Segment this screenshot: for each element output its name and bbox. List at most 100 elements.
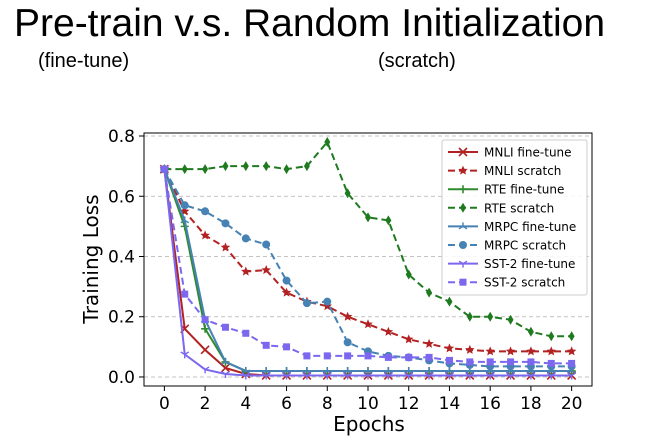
data-point xyxy=(505,346,516,356)
data-point xyxy=(241,266,251,276)
legend-label: MRPC scratch xyxy=(484,239,566,253)
data-point xyxy=(343,338,352,347)
y-tick-label: 0.0 xyxy=(108,368,135,388)
series-line xyxy=(164,140,572,338)
legend-label: RTE fine-tune xyxy=(484,183,564,197)
y-axis-label: Training Loss xyxy=(79,194,103,324)
x-tick-label: 14 xyxy=(439,394,461,414)
x-tick-label: 2 xyxy=(200,394,211,414)
x-tick-label: 6 xyxy=(281,394,292,414)
x-tick-label: 16 xyxy=(479,394,501,414)
data-point xyxy=(324,137,331,148)
data-point xyxy=(405,353,413,361)
series-sst-2-scratch xyxy=(160,165,576,367)
data-point xyxy=(221,219,230,228)
data-point xyxy=(444,343,455,353)
data-point xyxy=(459,278,467,286)
data-point xyxy=(459,185,467,194)
data-point xyxy=(200,366,210,374)
data-point xyxy=(221,323,229,331)
data-point xyxy=(486,358,494,366)
data-point xyxy=(241,234,250,243)
data-point xyxy=(424,372,434,380)
legend-item: RTE scratch xyxy=(448,201,554,215)
data-point xyxy=(200,345,210,355)
data-point xyxy=(281,287,292,297)
legend-label: MNLI scratch xyxy=(484,164,561,178)
data-point xyxy=(302,372,312,380)
data-point xyxy=(242,329,250,337)
y-tick-label: 0.8 xyxy=(108,127,135,147)
data-point xyxy=(507,358,515,366)
legend-item: MRPC fine-tune xyxy=(448,220,576,234)
slide-title: Pre-train v.s. Random Initialization xyxy=(14,2,606,45)
data-point xyxy=(201,316,209,324)
data-point xyxy=(342,311,353,321)
data-point xyxy=(261,372,271,380)
data-point xyxy=(460,202,466,213)
data-point xyxy=(548,331,555,342)
axes xyxy=(139,132,593,391)
data-point xyxy=(458,260,468,268)
data-point xyxy=(403,334,414,344)
data-point xyxy=(363,372,373,380)
legend-item: MNLI scratch xyxy=(448,164,561,178)
y-tick-label: 0.2 xyxy=(108,308,135,328)
data-point xyxy=(458,165,468,175)
legend-label: MNLI fine-tune xyxy=(484,146,572,160)
data-point xyxy=(526,346,536,356)
data-point xyxy=(323,352,331,360)
plot-frame xyxy=(143,132,593,387)
data-point xyxy=(242,161,249,172)
data-point xyxy=(202,164,209,175)
data-point xyxy=(220,363,231,373)
data-point xyxy=(180,201,189,210)
data-point xyxy=(527,358,535,366)
tick-labels: 0.0 0.2 0.4 0.6 0.8 0 2 4 6 8 10 12 14 16 18 20 xyxy=(108,127,583,414)
data-point xyxy=(261,265,271,275)
x-tick-label: 8 xyxy=(322,394,333,414)
series-line xyxy=(163,168,572,365)
data-point xyxy=(445,372,454,380)
data-point xyxy=(527,326,534,337)
x-tick-label: 4 xyxy=(240,394,251,414)
data-point xyxy=(302,299,311,308)
data-point xyxy=(546,346,557,356)
data-point xyxy=(200,230,210,240)
data-point xyxy=(404,372,414,380)
data-point xyxy=(262,341,270,349)
data-point xyxy=(567,372,576,380)
data-point xyxy=(385,215,392,226)
fine-tune-caption: (fine-tune) xyxy=(38,50,130,72)
data-point xyxy=(363,319,373,329)
x-tick-label: 20 xyxy=(561,394,583,414)
data-point xyxy=(425,353,433,361)
data-point xyxy=(364,352,372,360)
data-point xyxy=(506,372,515,380)
data-point xyxy=(220,242,231,252)
data-point xyxy=(343,372,352,380)
data-point xyxy=(384,372,393,380)
data-point xyxy=(201,207,210,216)
legend-item: MRPC scratch xyxy=(448,239,566,253)
data-point xyxy=(383,326,394,336)
legend-label: SST-2 fine-tune xyxy=(484,257,575,271)
data-point xyxy=(384,353,392,361)
data-point xyxy=(180,351,190,359)
data-point xyxy=(466,311,473,322)
x-axis-label: Epochs xyxy=(333,412,405,436)
data-point xyxy=(445,356,453,364)
data-point xyxy=(466,358,474,366)
data-point xyxy=(263,161,270,172)
data-point xyxy=(282,276,291,285)
data-point xyxy=(465,372,475,380)
x-tick-label: 12 xyxy=(398,394,420,414)
data-point xyxy=(160,165,168,173)
series-line xyxy=(163,168,572,353)
data-point xyxy=(487,311,494,322)
data-point xyxy=(221,370,230,378)
data-point xyxy=(458,147,468,157)
data-point xyxy=(485,346,495,356)
data-point xyxy=(465,344,475,354)
